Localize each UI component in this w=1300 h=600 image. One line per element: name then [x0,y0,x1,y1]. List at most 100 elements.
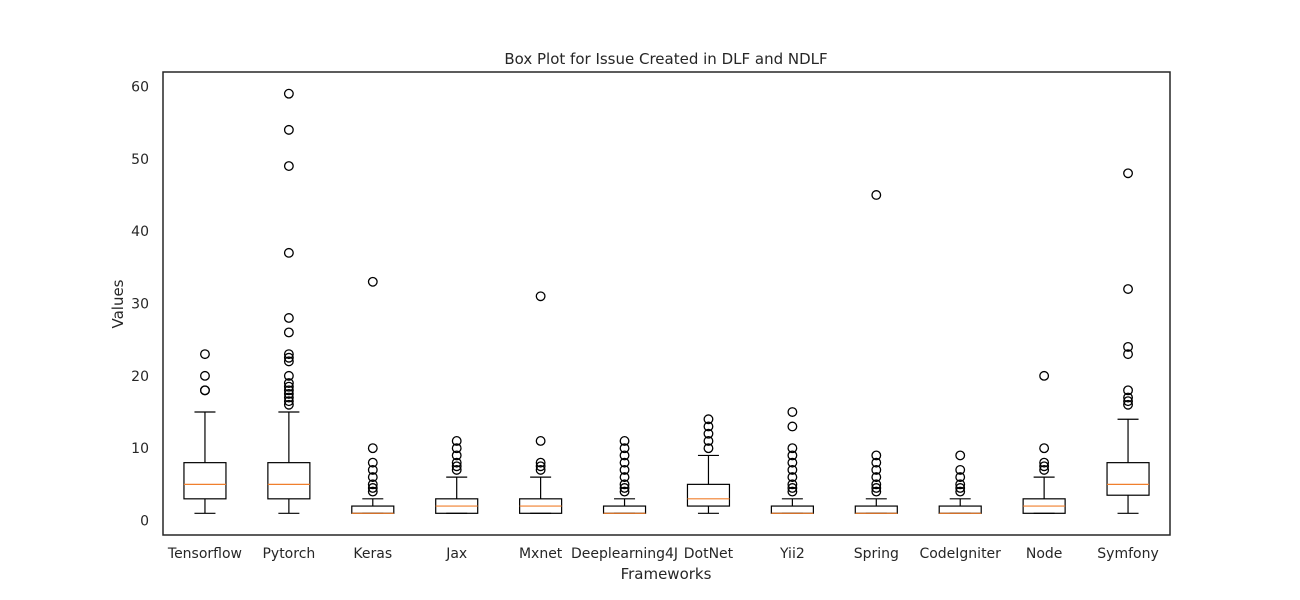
x-tick-label: Keras [353,546,392,562]
iqr-box [183,462,227,500]
x-tick-label: Jax [445,546,467,562]
iqr-box [351,505,395,514]
y-tick-label: 20 [131,369,149,385]
x-tick-label: Mxnet [519,546,563,562]
iqr-box [770,505,814,514]
outlier-point [283,327,294,338]
y-tick-label: 30 [131,297,149,313]
x-tick-label: Node [1026,546,1063,562]
outlier-point [619,464,630,475]
outlier-point [283,381,294,392]
outlier-point [1123,341,1133,352]
outlier-point [787,472,798,483]
outlier-point [367,486,378,497]
box-group [1106,168,1150,514]
outlier-point [283,88,294,99]
outlier-point [1123,385,1133,396]
outlier-point [871,464,882,475]
outlier-point [703,421,714,432]
outlier-point [283,124,294,135]
outlier-point [283,392,294,403]
box-group [1022,370,1066,514]
outlier-point [283,399,294,410]
outlier-point [703,443,714,454]
outlier-point [451,443,462,454]
outlier-point [1123,392,1133,403]
outlier-point [283,385,294,396]
outlier-point [871,472,882,483]
iqr-box [854,505,898,514]
outlier-point [787,486,798,497]
outlier-point [955,479,966,490]
iqr-box [686,483,731,507]
outlier-point [200,385,210,396]
box-group [351,276,395,514]
outlier-point [871,479,882,490]
outlier-point [955,464,966,475]
outlier-point [283,352,294,363]
outlier-point [451,457,462,468]
x-axis-label: Frameworks [621,565,712,583]
x-tick-label: Tensorflow [167,546,242,562]
outlier-point [367,483,378,493]
outlier-point [871,190,882,200]
outlier-point [535,291,546,302]
y-tick-label: 10 [131,441,149,457]
outlier-point [787,450,798,461]
outlier-point [535,457,546,468]
y-axis-ticks: 0 10 20 30 40 50 60 [131,79,149,529]
box-group [602,436,647,514]
outlier-point [283,356,294,367]
outlier-point [283,378,294,389]
x-tick-label: CodeIgniter [919,546,1001,562]
x-tick-label: Yii2 [779,546,805,562]
outlier-point [535,436,546,446]
iqr-box [938,505,982,514]
outlier-point [619,457,630,468]
iqr-box [602,505,647,514]
y-tick-label: 60 [131,79,149,95]
outlier-point [787,479,798,490]
outlier-point [535,464,546,475]
outlier-point [955,486,966,497]
outlier-point [1123,396,1133,407]
outlier-point [367,479,378,490]
x-axis-ticks: Tensorflow Pytorch Keras Jax Mxnet Deeplearni… [167,546,1159,562]
outlier-point [787,443,798,454]
x-tick-label: DotNet [684,546,734,562]
outlier-point [1123,399,1133,410]
box-group [854,190,898,514]
outlier-point [871,483,882,493]
outlier-point [1123,168,1133,179]
outlier-point [283,370,294,381]
outlier-point [451,436,462,446]
outlier-point [451,461,462,472]
y-tick-label: 50 [131,152,149,168]
plot-frame [162,71,1171,536]
outlier-point [619,479,630,490]
outlier-point [787,407,798,417]
outlier-point [1123,284,1133,294]
outlier-point [619,443,630,454]
outlier-point [871,486,882,497]
outlier-point [1123,349,1133,360]
outlier-point [200,349,210,360]
outlier-point [367,464,378,475]
outlier-point [619,483,630,493]
x-tick-label: Deeplearning4J [571,546,678,562]
outlier-point [283,161,294,171]
outlier-point [787,457,798,468]
box-group [686,414,731,514]
outlier-point [619,436,630,446]
outlier-point [283,388,294,399]
outlier-point [1039,457,1050,468]
outlier-point [283,313,294,323]
outlier-point [1039,370,1050,381]
box-group [519,291,563,514]
outlier-point [283,396,294,407]
box-group [770,407,814,514]
box-group [938,450,982,514]
box-group [183,349,227,514]
outlier-point [1039,464,1050,475]
